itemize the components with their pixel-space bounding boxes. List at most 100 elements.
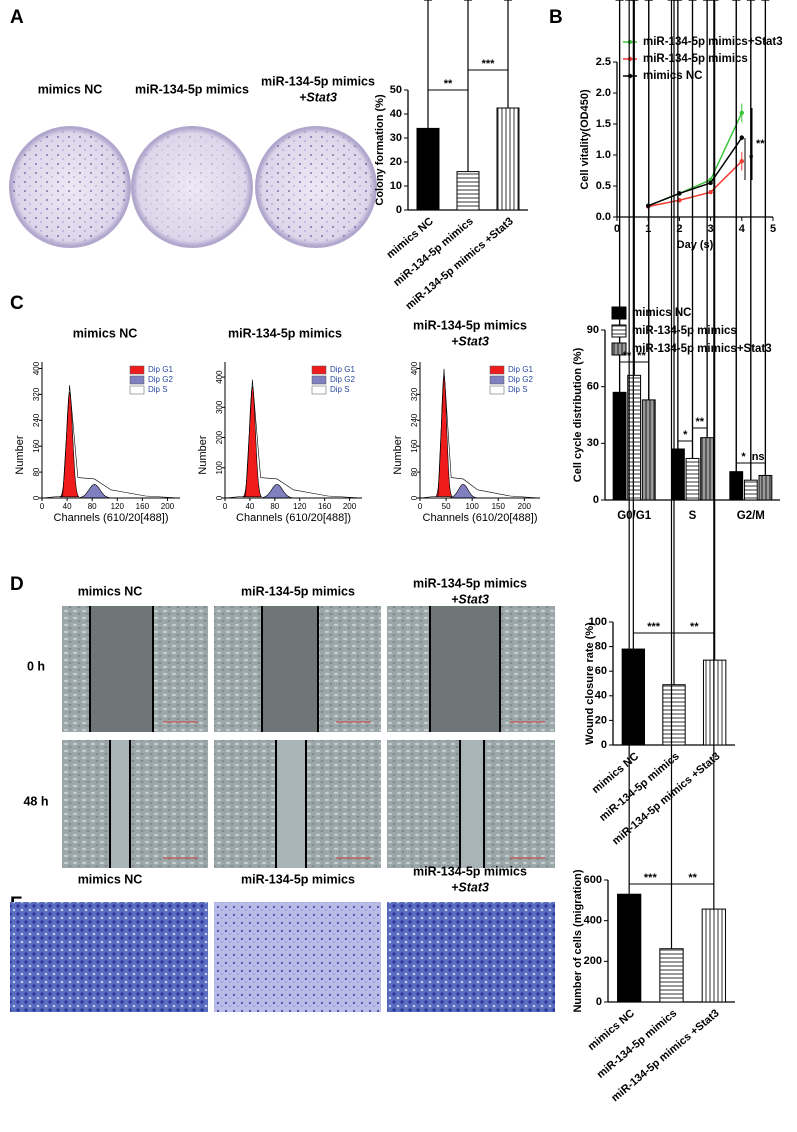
panel-label: C: [10, 293, 24, 314]
point: [739, 135, 744, 140]
image-caption: +Stat3: [451, 592, 489, 606]
panel-label: D: [10, 574, 24, 595]
panel-label: A: [10, 7, 24, 28]
image-caption: miR-134-5p mimics: [261, 74, 375, 88]
y-tick-label: 80: [32, 467, 41, 476]
y-tick-label: 2.0: [596, 87, 611, 99]
y-axis-label: Number: [197, 435, 209, 474]
bar: [621, 648, 646, 746]
bar: [641, 399, 656, 501]
line: [647, 112, 743, 207]
x-tick-label: 200: [343, 502, 357, 511]
wound-gap: [430, 606, 500, 732]
x-tick-label: 0: [40, 502, 45, 511]
bar: [743, 479, 758, 501]
legend-marker: [627, 39, 633, 45]
y-tick-label: 0: [32, 495, 41, 500]
image-caption: mimics NC: [38, 82, 103, 96]
y-tick-label: 0: [596, 996, 602, 1008]
y-axis-label: Number: [14, 435, 26, 474]
g1-peak: [435, 375, 453, 497]
y-tick-label: 320: [410, 387, 419, 401]
histogram-outline: [224, 379, 363, 499]
x-tick-label: 200: [161, 502, 175, 511]
significance-label: ns: [752, 451, 765, 463]
y-tick-label: 600: [584, 874, 602, 886]
bar: [685, 457, 700, 501]
bar: [617, 893, 642, 1003]
y-tick-label: 80: [410, 467, 419, 476]
legend-label: Dip G2: [148, 375, 173, 384]
line: [647, 137, 743, 207]
y-tick-label: 0: [601, 739, 607, 751]
significance-label: **: [444, 78, 453, 90]
legend-swatch: [311, 385, 327, 395]
legend-swatch: [489, 365, 505, 375]
colony-dots: [259, 130, 373, 244]
x-tick-label: 80: [270, 502, 279, 511]
bar: [456, 171, 480, 211]
legend-label: Dip S: [330, 385, 350, 394]
image-caption: mimics NC: [78, 584, 143, 598]
legend-label: miR-134-5p mimics+Stat3: [632, 343, 772, 355]
y-axis-label: Wound closure rate (%): [584, 622, 596, 745]
transwell-image: [214, 902, 381, 1012]
wound-image: [62, 740, 208, 868]
significance-label: **: [623, 350, 632, 362]
y-tick-label: 30: [587, 437, 599, 449]
legend-swatch: [489, 385, 505, 395]
y-tick-label: 160: [410, 439, 419, 453]
x-tick-label: 100: [465, 502, 479, 511]
x-tick-label: G2/M: [737, 510, 765, 522]
x-tick-label: miR-134-5p mimics: [595, 1007, 680, 1081]
x-tick-label: 2: [676, 223, 682, 235]
y-axis-label: Cell cycle distribution (%): [572, 347, 584, 482]
colony-dots: [13, 130, 127, 244]
legend-label: Dip G2: [330, 375, 355, 384]
legend-swatch: [611, 342, 627, 356]
y-tick-label: 200: [584, 955, 602, 967]
x-tick-label: 200: [518, 502, 532, 511]
y-axis-label: Number of cells (migration): [572, 869, 584, 1012]
x-tick-label: 0: [614, 223, 620, 235]
bar: [729, 471, 744, 501]
y-tick-label: 320: [32, 387, 41, 401]
g2-peak: [77, 484, 112, 499]
y-tick-label: 0: [396, 204, 402, 216]
y-tick-label: 50: [390, 84, 402, 96]
y-axis-label: Cell vitality(OD450): [579, 89, 591, 190]
y-tick-label: 40: [595, 690, 607, 702]
y-tick-label: 1.5: [596, 118, 611, 130]
y-tick-label: 200: [215, 430, 224, 444]
legend-swatch: [311, 375, 327, 385]
image-caption: miR-134-5p mimics: [241, 584, 355, 598]
x-tick-label: S: [689, 510, 697, 522]
y-tick-label: 400: [32, 361, 41, 375]
significance-label: ***: [482, 58, 496, 70]
legend-label: Dip G1: [148, 365, 173, 374]
legend-label: Dip G2: [508, 375, 533, 384]
legend-label: Dip S: [148, 385, 168, 394]
y-axis-label: Colony formation (%): [374, 94, 386, 206]
x-tick-label: 160: [318, 502, 332, 511]
image-caption: +Stat3: [451, 334, 489, 348]
y-tick-label: 400: [584, 915, 602, 927]
point: [708, 180, 713, 186]
legend-label: miR-134-5p mimics: [632, 325, 737, 337]
y-tick-label: 300: [215, 400, 224, 414]
y-tick-label: 20: [390, 156, 402, 168]
significance-label: **: [637, 350, 646, 362]
legend-swatch: [129, 385, 145, 395]
significance-label: **: [756, 138, 765, 150]
bar: [612, 391, 627, 501]
y-tick-label: 0.5: [596, 180, 611, 192]
y-tick-label: 60: [587, 381, 599, 393]
bar: [702, 659, 727, 746]
y-tick-label: 240: [32, 413, 41, 427]
wound-gap: [90, 606, 153, 732]
x-axis-label: Day (s): [677, 239, 714, 251]
legend-label: mimics NC: [643, 70, 702, 82]
legend-swatch: [489, 375, 505, 385]
x-axis-label: Channels (610/20[488]): [54, 512, 169, 524]
